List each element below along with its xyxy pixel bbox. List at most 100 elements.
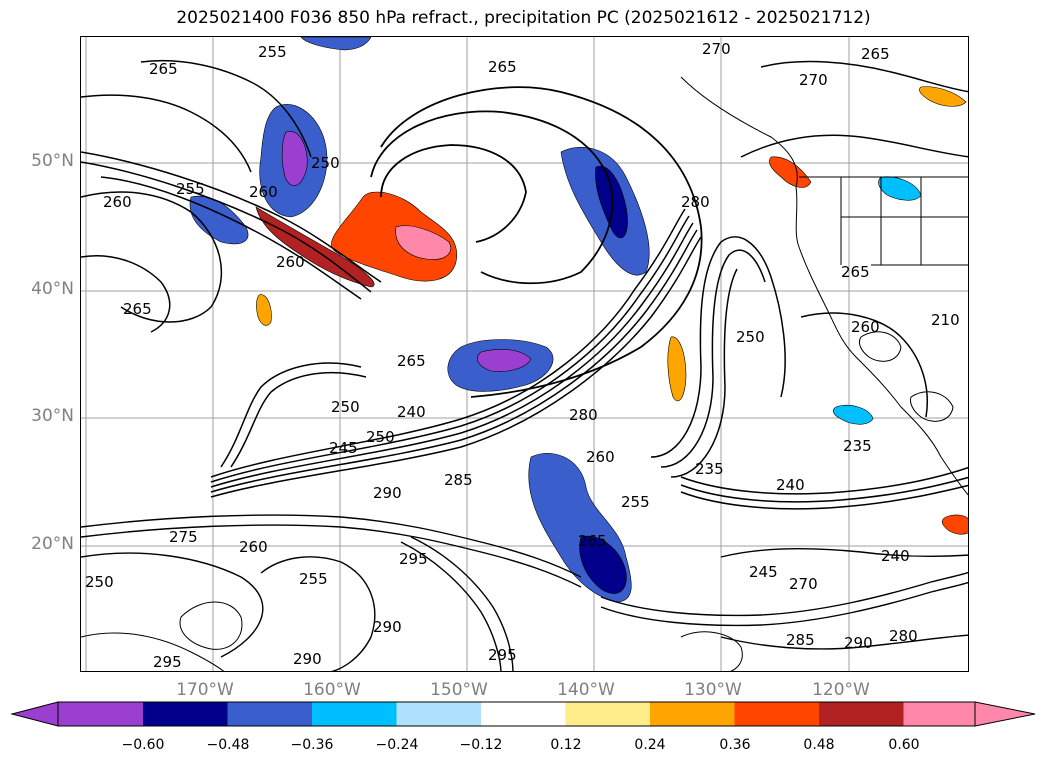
- colorbar-segments: [10, 701, 1036, 727]
- colorbar-tick: 0.60: [888, 737, 920, 753]
- contour-label: 240: [397, 403, 426, 421]
- contour-label: 285: [786, 631, 815, 649]
- colorbar-bin: [227, 702, 312, 726]
- precip-positive-ne2: [919, 86, 967, 107]
- contour-label: 295: [153, 653, 182, 671]
- colorbar-tick: 0.12: [550, 737, 582, 753]
- precip-positive-w: [256, 294, 272, 326]
- colorbar-bin: [565, 702, 650, 726]
- east-contour-7: [800, 312, 928, 418]
- contour-label: 270: [702, 40, 731, 58]
- nw-band: [81, 59, 382, 333]
- precip-positive-se: [941, 514, 968, 535]
- contour-label: 270: [799, 71, 828, 89]
- contour-label: 260: [851, 318, 880, 336]
- contour-label: 260: [276, 253, 305, 271]
- minor-contours: [81, 331, 954, 671]
- jet-contour-3: [210, 222, 694, 488]
- precip-negative-mid-core: [477, 349, 532, 372]
- colorbar-over-arrow: [974, 701, 1036, 727]
- colorbar-tick: −0.60: [121, 737, 165, 753]
- colorbar-tick: 0.24: [634, 737, 666, 753]
- contour-label: 250: [311, 154, 340, 172]
- east-contour-8: [740, 134, 968, 158]
- jet-contour-5: [210, 208, 686, 478]
- south-contour-6: [410, 536, 514, 671]
- contour-label: 255: [299, 570, 328, 588]
- minor-contour-3: [910, 391, 954, 422]
- contour-label: 255: [176, 180, 205, 198]
- contour-label: 235: [695, 460, 724, 478]
- nw-contour-5: [81, 255, 171, 333]
- contour-label: 265: [578, 532, 607, 550]
- south-contour-2: [81, 524, 582, 588]
- colorbar-bin: [481, 702, 566, 726]
- contour-label: 210: [931, 311, 960, 329]
- contour-label: 260: [103, 193, 132, 211]
- lon-label-150w: 150°W: [430, 680, 488, 700]
- jet-contour-4: [210, 215, 690, 483]
- lon-label-130w: 130°W: [684, 680, 742, 700]
- colorbar-bin: [143, 702, 228, 726]
- contour-label: 245: [749, 563, 778, 581]
- south-band: [81, 514, 968, 671]
- south-contour-10: [720, 634, 968, 650]
- contour-label: 250: [366, 428, 395, 446]
- east-contour-1: [650, 236, 786, 458]
- contour-label: 290: [293, 650, 322, 668]
- precip-positive-east: [667, 336, 687, 402]
- map-frame: 265 255 250 260 255 265 260 260 270 265 …: [80, 36, 969, 672]
- nw-contour-4: [81, 191, 223, 323]
- colorbar-under-arrow: [10, 701, 59, 727]
- contour-label: 250: [331, 398, 360, 416]
- contour-label: 265: [123, 300, 152, 318]
- minor-contour-1: [179, 601, 243, 650]
- jet-contour-6: [220, 362, 362, 468]
- east-contour-2: [660, 249, 766, 468]
- lat-label-40n: 40°N: [31, 279, 74, 299]
- contour-label: 275: [169, 528, 198, 546]
- colorbar-bin: [903, 702, 975, 726]
- nw-contour-2: [81, 161, 372, 293]
- south-contour-8: [600, 581, 968, 627]
- contour-label: 250: [85, 573, 114, 591]
- colorbar-bin: [650, 702, 735, 726]
- contour-label: 265: [397, 352, 426, 370]
- contour-label: 260: [239, 538, 268, 556]
- contour-label: 290: [373, 484, 402, 502]
- precip-negative-top: [300, 37, 372, 51]
- contour-label: 295: [488, 646, 517, 664]
- south-contour-7: [600, 571, 968, 617]
- contour-label: 245: [329, 439, 358, 457]
- contour-label: 255: [258, 43, 287, 61]
- minor-contour-4: [81, 632, 225, 671]
- east-contour-9: [760, 60, 968, 93]
- nw-contour-7: [81, 94, 252, 173]
- south-contour-4: [260, 556, 376, 671]
- contour-label: 265: [488, 58, 517, 76]
- precip-positive-core: [395, 225, 452, 260]
- east-contour-3: [670, 268, 738, 478]
- lon-label-120w: 120°W: [812, 680, 870, 700]
- contour-label: 260: [249, 183, 278, 201]
- contour-label: 265: [149, 60, 178, 78]
- contour-label: 285: [444, 471, 473, 489]
- minor-contour-5: [680, 631, 743, 671]
- contour-label: 240: [881, 547, 910, 565]
- page-title: 2025021400 F036 850 hPa refract., precip…: [176, 8, 871, 28]
- lon-label-140w: 140°W: [557, 680, 615, 700]
- south-contour-1: [81, 514, 582, 578]
- contour-label: 260: [586, 448, 615, 466]
- contour-label: 290: [844, 634, 873, 652]
- contour-label: 235: [843, 437, 872, 455]
- contour-cutoff-core: [380, 144, 527, 243]
- contour-label: 280: [569, 406, 598, 424]
- precip-positive-band: [255, 206, 375, 288]
- precip-negative-south-core: [579, 535, 627, 594]
- colorbar-tick: 0.48: [803, 737, 835, 753]
- colorbar-bin: [396, 702, 481, 726]
- refractivity-contours: [81, 59, 968, 671]
- east-contour-4: [680, 466, 968, 495]
- south-contour-5: [400, 541, 502, 671]
- colorbar-tick: 0.36: [719, 737, 751, 753]
